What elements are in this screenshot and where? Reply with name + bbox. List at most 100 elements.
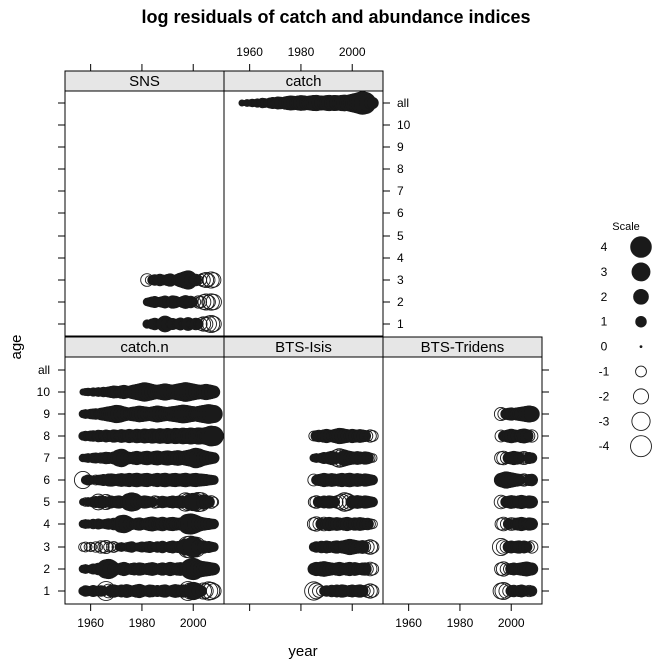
residual-bubble (197, 293, 215, 311)
legend-entry-label: -2 (599, 389, 610, 403)
residual-bubble (356, 585, 369, 597)
y-tick-label: 10 (37, 385, 51, 399)
y-tick-label: 9 (397, 140, 404, 154)
y-tick-label: 3 (397, 273, 404, 287)
residual-bubble (362, 583, 378, 599)
y-tick-label: 5 (43, 495, 50, 509)
residual-bubble (203, 426, 224, 446)
residual-bubble (361, 451, 374, 465)
legend-entry-label: -4 (599, 439, 610, 453)
residual-bubble (362, 539, 378, 555)
x-axis: 1960 1960 1960 1980 1980 1980 2000 2000 2000 (77, 45, 525, 630)
y-tick-label: 3 (43, 540, 50, 554)
legend-entry-label: 1 (601, 315, 608, 329)
panel-catch: catch (223, 70, 384, 337)
residual-bubble (361, 517, 374, 531)
residual-bubble (202, 293, 220, 311)
residual-bubble (208, 496, 220, 508)
chart-title: log residuals of catch and abundance ind… (141, 7, 530, 27)
residual-bubble (94, 540, 108, 554)
y-tick-label: 6 (397, 206, 404, 220)
legend-entry-bubble (635, 315, 647, 328)
y-tick-label: 7 (43, 451, 50, 465)
residual-bubble (205, 316, 222, 332)
residual-bubble (366, 562, 380, 576)
residual-bubble (525, 429, 539, 443)
x-tick-label: 1960 (77, 616, 104, 630)
x-tick-label: 1980 (129, 616, 156, 630)
residual-bubble (202, 271, 220, 289)
legend-entry-bubble (633, 288, 649, 305)
panel-strip-label: catch (286, 73, 322, 90)
residual-bubble (366, 97, 379, 109)
y-axis: 1 1 2 2 3 3 4 4 5 5 6 6 7 7 8 8 9 9 10 10 all all (37, 96, 549, 598)
residual-bubble (208, 452, 220, 464)
residual-bubble (208, 518, 219, 530)
residual-bubble (201, 294, 216, 310)
residual-bubble (202, 582, 221, 600)
residual-bubble (526, 452, 538, 464)
residual-bubble (205, 293, 222, 311)
legend-entry-bubble (630, 435, 652, 458)
residual-bubble (99, 539, 114, 555)
panel-bts-tridens: BTS-Tridens (382, 336, 543, 605)
residual-bubble (191, 295, 205, 309)
residual-bubble (85, 541, 96, 553)
residual-bubble (103, 541, 114, 553)
residual-bubble (364, 452, 376, 464)
y-tick-label: 8 (397, 162, 404, 176)
residual-bubble (89, 542, 98, 552)
panel-sns: SNS (64, 70, 225, 337)
legend-entry-label: 3 (601, 265, 608, 279)
legend-entry-label: 4 (601, 240, 608, 254)
residual-bubble (190, 296, 202, 308)
x-tick-label: 2000 (180, 616, 207, 630)
y-tick-label: 10 (397, 118, 411, 132)
panel-frame (223, 90, 384, 337)
residual-bubble (525, 495, 538, 509)
panel-strip-label: catch.n (120, 339, 168, 356)
y-tick-label: 1 (397, 317, 404, 331)
panels-group: SNS catch catch.n BTS-Isis BTS-Tridens 1 1 2 2 3 3… (37, 45, 549, 630)
x-tick-label: 1960 (236, 45, 263, 59)
y-tick-label: all (38, 363, 50, 377)
residual-bubble (366, 540, 380, 554)
residual-bubble (525, 473, 538, 487)
residual-bubble (208, 475, 219, 485)
residual-bubble (523, 405, 540, 422)
residual-bubble (367, 496, 378, 508)
residual-bubble (205, 583, 222, 599)
legend: 4 3 2 1 0 -1 -2 -3 -4 (599, 236, 652, 458)
legend-entry-bubble (631, 262, 651, 282)
y-tick-label: 8 (43, 429, 50, 443)
x-tick-label: 1980 (288, 45, 315, 59)
y-tick-label: 4 (43, 517, 50, 531)
legend-entry-label: -1 (599, 365, 610, 379)
residual-bubble (525, 562, 539, 576)
legend-entry-label: 0 (601, 340, 608, 354)
legend-entry-label: -3 (599, 414, 610, 428)
legend-entry-bubble (635, 365, 647, 378)
residual-bubble (194, 317, 208, 331)
panel-strip-label: SNS (129, 73, 160, 90)
x-tick-label: 2000 (498, 616, 525, 630)
y-tick-label: 9 (43, 407, 50, 421)
y-tick-label: 1 (43, 584, 50, 598)
residual-bubble (366, 584, 380, 598)
legend-entry-bubble (631, 411, 651, 431)
residual-bubble (93, 542, 104, 552)
residual-bubble (364, 518, 376, 530)
residual-bubble (202, 315, 221, 333)
residual-bubble (206, 272, 222, 288)
residual-bubble (208, 542, 219, 552)
x-tick-label: 1980 (447, 616, 474, 630)
legend-title: Scale (612, 221, 640, 233)
y-tick-label: 5 (397, 229, 404, 243)
residual-bubble (526, 585, 538, 597)
residual-bubble (199, 581, 219, 601)
y-tick-label: 2 (43, 562, 50, 576)
residual-bubble (90, 541, 102, 553)
residual-bubble (367, 518, 378, 530)
